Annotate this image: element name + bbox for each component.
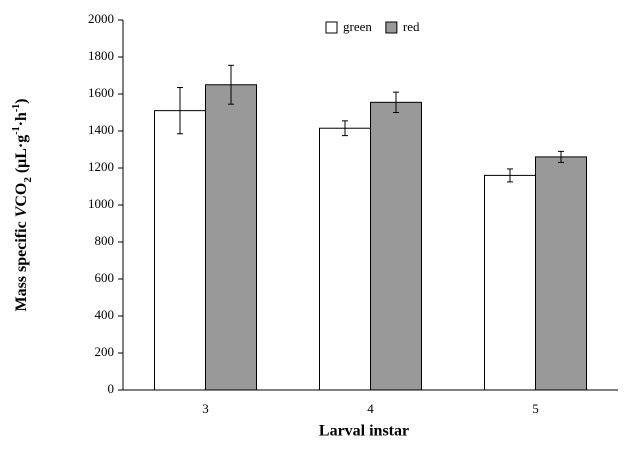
bar [205, 84, 257, 391]
y-tick-label: 1000 [88, 196, 114, 211]
y-tick-label: 2000 [88, 11, 114, 26]
legend-swatch [325, 21, 338, 34]
bar [319, 127, 371, 391]
y-tick-label: 800 [95, 233, 115, 248]
y-tick-label: 1400 [88, 122, 114, 137]
bar [535, 156, 587, 391]
legend-label: green [343, 19, 372, 34]
y-tick-label: 600 [95, 270, 115, 285]
y-label-part: CO [13, 183, 30, 207]
error-bar [558, 150, 564, 163]
bar [484, 174, 536, 391]
y-tick-label: 1200 [88, 159, 114, 174]
y-label-part: -1 [11, 126, 22, 134]
x-tick-label: 5 [532, 401, 539, 416]
x-axis-label: Larval instar [319, 423, 409, 440]
y-label-part: 2 [22, 177, 34, 183]
legend-swatch [385, 21, 398, 34]
y-label-part: -1 [11, 104, 22, 112]
y-tick-label: 1600 [88, 85, 114, 100]
error-bar [342, 120, 348, 137]
y-axis-label: Mass specific VCO2 (μL·g-1·h-1) [11, 98, 34, 311]
y-label-part: ) [13, 98, 30, 103]
error-bar [393, 91, 399, 113]
y-tick-label: 1800 [88, 48, 114, 63]
x-tick-label: 3 [202, 401, 209, 416]
error-bar [507, 168, 513, 183]
bar [154, 110, 206, 391]
error-bar [228, 64, 234, 105]
y-label-part: ·h [13, 112, 30, 126]
legend-label: red [403, 19, 420, 34]
y-tick-label: 400 [95, 307, 115, 322]
error-bar [177, 87, 183, 135]
y-label-part: Mass specific [13, 217, 30, 311]
bar [370, 101, 422, 391]
y-label-part: (μL·g [13, 135, 30, 177]
y-tick-label: 0 [108, 381, 115, 396]
y-tick-label: 200 [95, 344, 115, 359]
x-tick-label: 4 [367, 401, 374, 416]
y-label-part: V [13, 205, 30, 217]
